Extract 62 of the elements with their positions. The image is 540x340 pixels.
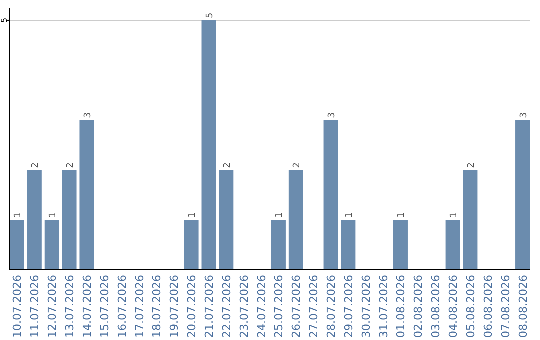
x-tick-label: 04.08.2026 <box>447 275 460 338</box>
x-tick-label: 23.07.2026 <box>238 275 251 338</box>
bar <box>80 120 94 270</box>
x-tick-label: 25.07.2026 <box>272 275 286 338</box>
bar <box>288 170 304 270</box>
x-tick-label: 10.07.2026 <box>11 275 24 338</box>
x-tick-label: 14.07.2026 <box>80 275 94 338</box>
bar <box>219 170 234 270</box>
x-tick-label: 18.07.2026 <box>150 275 164 338</box>
x-tick-label: 03.08.2026 <box>430 275 443 338</box>
bar <box>516 120 530 270</box>
bar <box>463 170 478 270</box>
bar <box>324 120 338 270</box>
data-label: 2 <box>66 162 76 168</box>
x-tick-label: 06.08.2026 <box>482 275 495 338</box>
data-label: 2 <box>292 162 303 168</box>
data-label: 2 <box>466 162 477 168</box>
bar <box>394 220 408 270</box>
x-tick-label: 08.08.2026 <box>516 275 530 338</box>
data-label: 1 <box>48 212 59 218</box>
x-tick-label: 29.07.2026 <box>342 275 356 338</box>
x-tick-label: 22.07.2026 <box>220 275 234 338</box>
x-tick-label: 17.07.2026 <box>133 275 146 338</box>
data-label: 1 <box>450 212 460 218</box>
data-label: 5 <box>205 12 216 18</box>
x-tick-label: 15.07.2026 <box>98 275 112 338</box>
x-tick-label: 30.07.2026 <box>360 275 373 338</box>
bar <box>202 20 216 270</box>
bar <box>446 220 460 270</box>
bar <box>27 170 42 270</box>
x-tick-label: 01.08.2026 <box>394 275 408 338</box>
data-label: 1 <box>344 212 355 218</box>
x-tick-label: 31.07.2026 <box>377 275 390 338</box>
data-label: 2 <box>31 162 42 168</box>
data-label: 1 <box>14 212 24 218</box>
bar <box>341 220 356 270</box>
data-label: 3 <box>328 112 338 118</box>
x-tick-label: 24.07.2026 <box>255 275 268 338</box>
data-label: 3 <box>83 112 94 118</box>
x-tick-label: 19.07.2026 <box>168 275 182 338</box>
x-tick-label: 05.08.2026 <box>464 275 478 338</box>
x-tick-label: 28.07.2026 <box>325 275 338 338</box>
bar <box>10 220 24 270</box>
x-tick-label: 02.08.2026 <box>412 275 426 338</box>
data-label: 1 <box>188 212 198 218</box>
x-tick-label: 21.07.2026 <box>202 275 216 338</box>
x-tick-label: 16.07.2026 <box>116 275 129 338</box>
bar <box>44 220 60 270</box>
x-tick-label: 20.07.2026 <box>186 275 199 338</box>
data-label: 1 <box>397 212 408 218</box>
x-tick-label: 26.07.2026 <box>290 275 304 338</box>
bar <box>62 170 77 270</box>
x-tick-label: 27.07.2026 <box>308 275 321 338</box>
x-tick-label: 12.07.2026 <box>46 275 60 338</box>
bar <box>271 220 286 270</box>
data-label: 2 <box>222 162 233 168</box>
x-tick-label: 11.07.2026 <box>28 275 42 338</box>
x-tick-label: 13.07.2026 <box>64 275 77 338</box>
x-tick-label: 07.08.2026 <box>499 275 512 338</box>
data-label: 3 <box>519 112 530 118</box>
bar <box>184 220 199 270</box>
data-label: 1 <box>275 212 286 218</box>
